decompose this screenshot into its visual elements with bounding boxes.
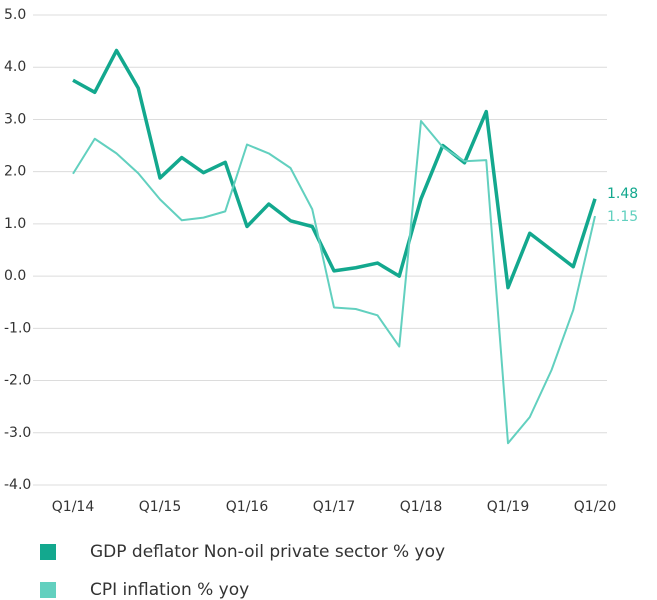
data-label: 1.48 <box>607 186 638 202</box>
y-tick-label: -1.0 <box>4 320 31 336</box>
series-line <box>72 48 597 290</box>
x-tick-label: Q1/19 <box>487 499 529 515</box>
y-tick-label: 3.0 <box>4 111 26 127</box>
y-tick-label: 0.0 <box>4 268 26 284</box>
y-tick-label: -4.0 <box>4 477 31 493</box>
y-tick-label: 4.0 <box>4 59 26 75</box>
legend-swatch <box>40 582 56 598</box>
y-tick-label: 1.0 <box>4 216 26 232</box>
y-tick-label: -2.0 <box>4 373 31 389</box>
legend-swatch <box>40 544 56 560</box>
legend-label: CPI inflation % yoy <box>90 580 249 600</box>
y-tick-label: 2.0 <box>4 164 26 180</box>
x-tick-label: Q1/20 <box>574 499 616 515</box>
x-tick-label: Q1/18 <box>400 499 442 515</box>
x-tick-label: Q1/16 <box>226 499 269 515</box>
series-line <box>72 120 596 445</box>
y-tick-label: 5.0 <box>4 7 26 23</box>
y-tick-label: -3.0 <box>4 425 31 441</box>
x-tick-label: Q1/15 <box>139 499 181 515</box>
x-tick-label: Q1/14 <box>52 499 95 515</box>
data-label: 1.15 <box>607 209 638 225</box>
legend-label: GDP deflator Non-oil private sector % yo… <box>90 542 445 562</box>
x-tick-label: Q1/17 <box>313 499 355 515</box>
